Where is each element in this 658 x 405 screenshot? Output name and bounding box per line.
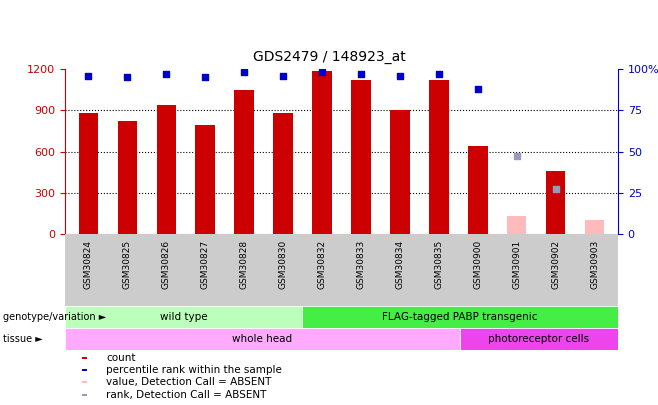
Bar — [65, 328, 460, 350]
Point — [472, 85, 483, 92]
Point — [551, 186, 561, 193]
Text: GSM30902: GSM30902 — [551, 240, 560, 289]
Bar — [82, 369, 88, 371]
Bar — [460, 328, 618, 350]
Point — [161, 71, 172, 77]
Text: GSM30826: GSM30826 — [162, 240, 171, 289]
Text: value, Detection Call = ABSENT: value, Detection Call = ABSENT — [107, 377, 272, 388]
Text: GSM30901: GSM30901 — [512, 240, 521, 289]
Text: GSM30824: GSM30824 — [84, 240, 93, 289]
Point — [434, 71, 444, 77]
Point — [239, 69, 249, 76]
Text: percentile rank within the sample: percentile rank within the sample — [107, 365, 282, 375]
Bar — [82, 382, 88, 384]
Text: GDS2479 / 148923_at: GDS2479 / 148923_at — [253, 49, 405, 64]
Point — [395, 72, 405, 79]
Text: GSM30825: GSM30825 — [123, 240, 132, 289]
Text: rank, Detection Call = ABSENT: rank, Detection Call = ABSENT — [107, 390, 267, 400]
Text: GSM30828: GSM30828 — [240, 240, 249, 289]
Bar — [429, 80, 449, 234]
Text: GSM30900: GSM30900 — [473, 240, 482, 289]
Text: GSM30903: GSM30903 — [590, 240, 599, 289]
Bar — [82, 394, 88, 396]
Text: FLAG-tagged PABP transgenic: FLAG-tagged PABP transgenic — [382, 312, 538, 322]
Point — [83, 72, 93, 79]
Text: count: count — [107, 353, 136, 363]
Bar — [390, 110, 410, 234]
Text: tissue ►: tissue ► — [3, 334, 43, 344]
Point — [200, 74, 211, 81]
Point — [278, 72, 288, 79]
Bar — [302, 306, 618, 328]
Bar — [273, 113, 293, 234]
Bar — [313, 71, 332, 234]
Point — [122, 74, 132, 81]
Text: GSM30832: GSM30832 — [318, 240, 326, 289]
Text: genotype/variation ►: genotype/variation ► — [3, 312, 107, 322]
Bar — [65, 306, 302, 328]
Text: GSM30834: GSM30834 — [395, 240, 405, 289]
Point — [511, 153, 522, 160]
Text: GSM30835: GSM30835 — [434, 240, 443, 289]
Text: photoreceptor cells: photoreceptor cells — [488, 334, 590, 344]
Bar — [234, 90, 254, 234]
Text: GSM30833: GSM30833 — [357, 240, 365, 289]
Bar — [157, 105, 176, 234]
Point — [316, 69, 327, 76]
Bar — [118, 121, 137, 234]
Bar — [585, 220, 604, 234]
Bar — [507, 216, 526, 234]
Bar — [546, 171, 565, 234]
Text: wild type: wild type — [160, 312, 207, 322]
Bar — [351, 80, 370, 234]
Point — [356, 71, 367, 77]
Bar — [195, 126, 215, 234]
Text: GSM30827: GSM30827 — [201, 240, 210, 289]
Text: GSM30830: GSM30830 — [278, 240, 288, 289]
Bar — [78, 113, 98, 234]
Bar — [82, 357, 88, 359]
Text: whole head: whole head — [232, 334, 293, 344]
Bar — [468, 146, 488, 234]
